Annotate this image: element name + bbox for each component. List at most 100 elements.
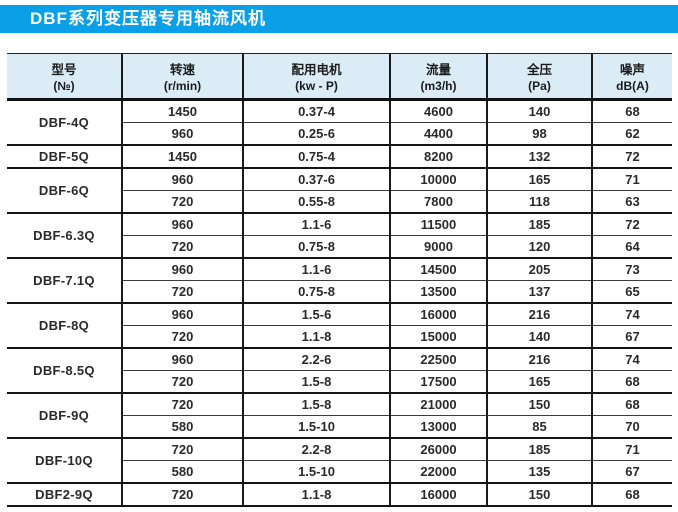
- motor-cell: 0.75-8: [242, 280, 390, 304]
- fan-spec-table: 型号 (№) 转速 (r/min) 配用电机 (kw - P) 流量 (m3/h…: [7, 53, 672, 507]
- pressure-cell: 132: [486, 145, 592, 169]
- flow-cell: 4600: [389, 99, 487, 123]
- flow-cell: 7800: [389, 190, 487, 214]
- flow-cell: 11500: [389, 213, 487, 236]
- speed-cell: 960: [121, 122, 243, 146]
- model-cell: DBF-6.3Q: [7, 213, 122, 259]
- flow-cell: 4400: [389, 122, 487, 146]
- speed-cell: 960: [121, 258, 243, 281]
- col-header-speed-line2: (r/min): [163, 79, 202, 93]
- col-header-motor-line1: 配用电机: [291, 63, 342, 77]
- noise-cell: 67: [591, 460, 672, 484]
- motor-cell: 1.1-6: [242, 213, 390, 236]
- flow-cell: 14500: [389, 258, 487, 281]
- model-cell: DBF-10Q: [7, 438, 122, 484]
- noise-cell: 64: [591, 235, 672, 259]
- flow-cell: 26000: [389, 438, 487, 461]
- motor-cell: 1.5-10: [242, 415, 390, 439]
- pressure-cell: 140: [486, 325, 592, 349]
- col-header-noise-line2: dB(A): [616, 79, 649, 93]
- col-header-speed-line1: 转速: [169, 63, 195, 77]
- header-row: 型号 (№) 转速 (r/min) 配用电机 (kw - P) 流量 (m3/h…: [7, 53, 672, 101]
- spec-table-body: DBF-4Q 1450 0.37-4 4600 140 68 960 0.25-6 4400 98…: [7, 99, 672, 507]
- motor-cell: 0.37-6: [242, 168, 390, 191]
- pressure-cell: 137: [486, 280, 592, 304]
- flow-cell: 13000: [389, 415, 487, 439]
- col-header-speed: 转速 (r/min): [121, 53, 243, 101]
- speed-cell: 960: [121, 348, 243, 371]
- model-cell: DBF-5Q: [7, 145, 122, 169]
- noise-cell: 65: [591, 280, 672, 304]
- noise-cell: 62: [591, 122, 672, 146]
- motor-cell: 2.2-8: [242, 438, 390, 461]
- motor-cell: 0.75-4: [242, 145, 390, 169]
- flow-cell: 9000: [389, 235, 487, 259]
- noise-cell: 71: [591, 438, 672, 461]
- speed-cell: 580: [121, 415, 243, 439]
- table-row: 580 1.5-10 13000 85 70: [7, 415, 672, 439]
- col-header-pressure: 全压 (Pa): [486, 53, 592, 101]
- noise-cell: 72: [591, 145, 672, 169]
- flow-cell: 22500: [389, 348, 487, 371]
- flow-cell: 15000: [389, 325, 487, 349]
- speed-cell: 720: [121, 483, 243, 507]
- table-row: 720 1.1-8 15000 140 67: [7, 325, 672, 349]
- speed-cell: 720: [121, 370, 243, 394]
- motor-cell: 1.1-8: [242, 325, 390, 349]
- speed-cell: 960: [121, 168, 243, 191]
- col-header-model-line1: 型号: [51, 63, 77, 77]
- table-row: 720 0.75-8 9000 120 64: [7, 235, 672, 259]
- motor-cell: 2.2-6: [242, 348, 390, 371]
- pressure-cell: 165: [486, 370, 592, 394]
- pressure-cell: 98: [486, 122, 592, 146]
- pressure-cell: 118: [486, 190, 592, 214]
- pressure-cell: 150: [486, 483, 592, 507]
- flow-cell: 21000: [389, 393, 487, 416]
- model-cell: DBF-9Q: [7, 393, 122, 439]
- table-row: DBF-5Q 1450 0.75-4 8200 132 72: [7, 145, 672, 169]
- table-row: DBF-9Q 720 1.5-8 21000 150 68: [7, 393, 672, 439]
- model-cell: DBF-4Q: [7, 99, 122, 146]
- motor-cell: 1.1-8: [242, 483, 390, 507]
- table-row: DBF-6Q 960 0.37-6 10000 165 71: [7, 168, 672, 214]
- pressure-cell: 205: [486, 258, 592, 281]
- pressure-cell: 140: [486, 99, 592, 123]
- motor-cell: 1.5-10: [242, 460, 390, 484]
- page-title: DBF系列变压器专用轴流风机: [0, 5, 678, 33]
- table-row: DBF2-9Q 720 1.1-8 16000 150 68: [7, 483, 672, 507]
- noise-cell: 68: [591, 99, 672, 123]
- flow-cell: 13500: [389, 280, 487, 304]
- speed-cell: 720: [121, 190, 243, 214]
- col-header-flow: 流量 (m3/h): [389, 53, 487, 101]
- col-header-flow-line2: (m3/h): [420, 79, 457, 93]
- col-header-pressure-line2: (Pa): [528, 79, 551, 93]
- table-row: 720 0.75-8 13500 137 65: [7, 280, 672, 304]
- col-header-motor: 配用电机 (kw - P): [242, 53, 390, 101]
- speed-cell: 720: [121, 393, 243, 416]
- motor-cell: 1.5-8: [242, 393, 390, 416]
- model-cell: DBF-7.1Q: [7, 258, 122, 304]
- speed-cell: 960: [121, 303, 243, 326]
- motor-cell: 0.25-6: [242, 122, 390, 146]
- col-header-noise-line1: 噪声: [619, 63, 645, 77]
- flow-cell: 16000: [389, 303, 487, 326]
- table-row: 960 0.25-6 4400 98 62: [7, 122, 672, 146]
- pressure-cell: 185: [486, 213, 592, 236]
- motor-cell: 1.5-8: [242, 370, 390, 394]
- col-header-model-line2: (№): [53, 79, 75, 93]
- model-cell: DBF2-9Q: [7, 483, 122, 507]
- noise-cell: 74: [591, 303, 672, 326]
- table-row: DBF-10Q 720 2.2-8 26000 185 71: [7, 438, 672, 484]
- noise-cell: 71: [591, 168, 672, 191]
- table-row: DBF-4Q 1450 0.37-4 4600 140 68: [7, 99, 672, 146]
- model-cell: DBF-8.5Q: [7, 348, 122, 394]
- col-header-motor-line2: (kw - P): [295, 79, 338, 93]
- pressure-cell: 150: [486, 393, 592, 416]
- motor-cell: 0.75-8: [242, 235, 390, 259]
- table-row: 720 1.5-8 17500 165 68: [7, 370, 672, 394]
- noise-cell: 63: [591, 190, 672, 214]
- pressure-cell: 216: [486, 348, 592, 371]
- page-title-label: DBF系列变压器专用轴流风机: [30, 9, 266, 28]
- pressure-cell: 135: [486, 460, 592, 484]
- col-header-flow-line1: 流量: [425, 63, 451, 77]
